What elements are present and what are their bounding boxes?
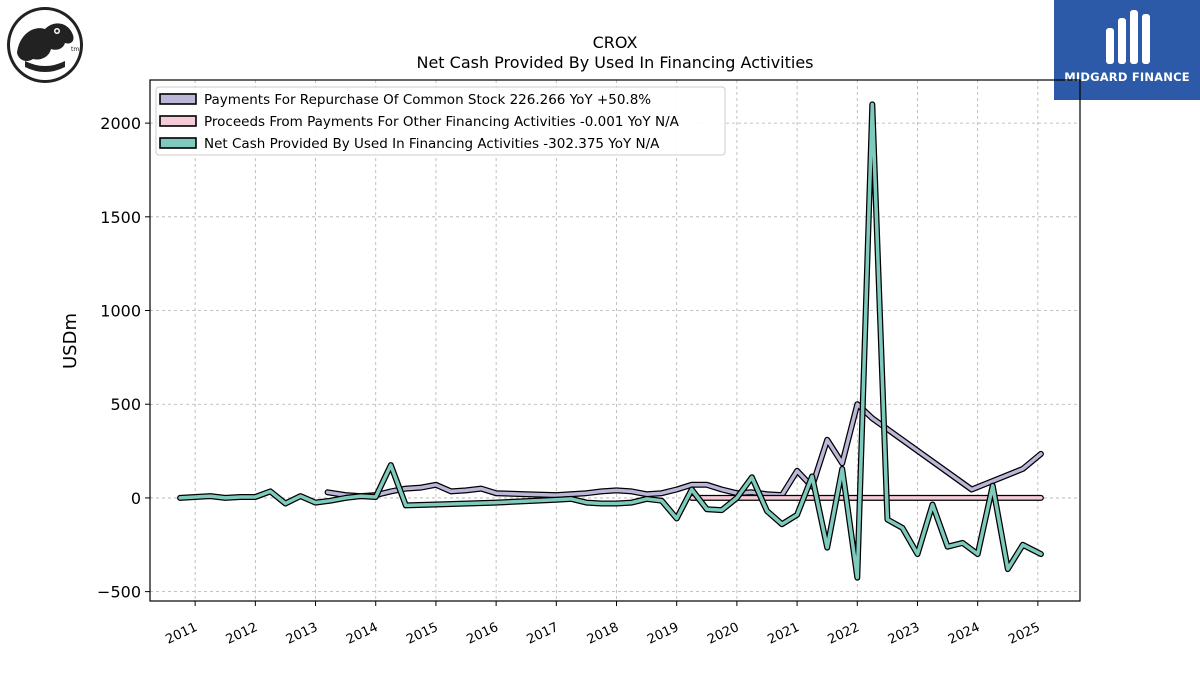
x-tick-label: 2011 bbox=[164, 620, 200, 648]
legend-label: Payments For Repurchase Of Common Stock … bbox=[204, 92, 651, 108]
x-tick-label: 2021 bbox=[765, 620, 801, 648]
x-tick-label: 2017 bbox=[525, 620, 561, 648]
series-outline-0 bbox=[324, 401, 1044, 500]
x-tick-label: 2013 bbox=[284, 620, 320, 648]
legend: Payments For Repurchase Of Common Stock … bbox=[155, 86, 726, 156]
legend-label: Net Cash Provided By Used In Financing A… bbox=[204, 136, 660, 152]
plot-frame bbox=[149, 79, 1081, 602]
series-line-0 bbox=[325, 402, 1043, 498]
chart-title: CROX bbox=[593, 33, 638, 52]
x-tick-label: 2018 bbox=[585, 620, 621, 648]
x-tick-label: 2012 bbox=[224, 620, 260, 648]
x-tick-label: 2025 bbox=[1006, 620, 1042, 648]
axis-ticks: −500 0 500 1000 1500 2000 2011 2012 2013 2014 2015… bbox=[97, 114, 1043, 648]
x-tick-label: 2022 bbox=[826, 620, 862, 648]
chart-subtitle: Net Cash Provided By Used In Financing A… bbox=[416, 53, 813, 72]
midgard-logo-icon bbox=[1106, 10, 1150, 64]
y-tick-label: 1500 bbox=[100, 208, 141, 227]
y-tick-label: 500 bbox=[110, 395, 141, 414]
y-tick-label: −500 bbox=[97, 583, 141, 602]
legend-swatch bbox=[159, 115, 197, 127]
series-line-2 bbox=[178, 102, 1043, 580]
series-outline-2 bbox=[177, 101, 1044, 581]
legend-swatch bbox=[159, 137, 197, 149]
x-tick-label: 2024 bbox=[946, 620, 982, 648]
x-tick-label: 2016 bbox=[464, 620, 500, 648]
legend-swatch bbox=[159, 93, 197, 105]
y-tick-label: 2000 bbox=[100, 114, 141, 133]
y-axis-label: USDm bbox=[60, 313, 81, 369]
y-tick-label: 1000 bbox=[100, 302, 141, 321]
legend-label: Proceeds From Payments For Other Financi… bbox=[204, 114, 680, 130]
x-tick-label: 2023 bbox=[886, 620, 922, 648]
x-tick-label: 2015 bbox=[404, 620, 440, 648]
y-tick-label: 0 bbox=[131, 489, 141, 508]
midgard-logo: MIDGARD FINANCE bbox=[1054, 0, 1200, 100]
x-tick-label: 2020 bbox=[705, 620, 741, 648]
crocodile-logo-icon: tm bbox=[5, 5, 85, 85]
x-tick-label: 2014 bbox=[344, 620, 380, 648]
legend-box bbox=[155, 86, 726, 156]
svg-text:tm: tm bbox=[71, 46, 79, 53]
midgard-logo-text: MIDGARD FINANCE bbox=[1064, 70, 1190, 84]
x-tick-label: 2019 bbox=[645, 620, 681, 648]
series-lines bbox=[177, 101, 1044, 581]
